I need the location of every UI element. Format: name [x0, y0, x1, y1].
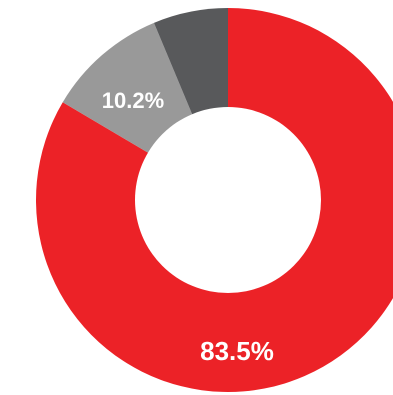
donut-hole [135, 107, 321, 293]
slice-label-gray: 10.2% [102, 88, 164, 113]
slice-label-red: 83.5% [200, 336, 274, 366]
